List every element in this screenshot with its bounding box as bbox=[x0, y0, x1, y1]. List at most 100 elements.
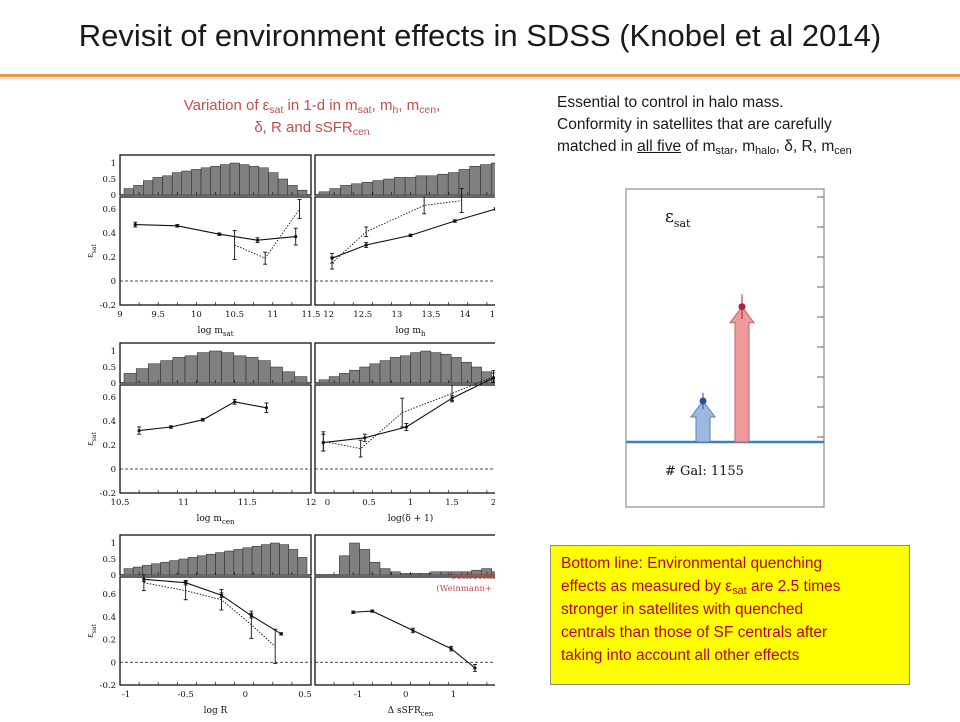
histogram-bar bbox=[440, 353, 452, 384]
histogram-bar bbox=[270, 366, 283, 384]
galaxy-count-legend: # Gal: 1155 bbox=[665, 464, 744, 479]
eps-sat-axis-label: εsat bbox=[86, 624, 98, 638]
histogram-bar bbox=[282, 371, 296, 384]
quenched-centrals-point bbox=[738, 303, 746, 311]
histogram-bar bbox=[224, 550, 235, 576]
y-tick-label: 0.4 bbox=[102, 229, 116, 239]
y-tick-label: 0.6 bbox=[102, 590, 116, 600]
histogram-bar bbox=[200, 167, 211, 196]
histogram-bar bbox=[359, 366, 371, 384]
hist-y-tick-label: 0 bbox=[111, 379, 116, 389]
histogram-bar bbox=[233, 355, 247, 384]
histogram-bar bbox=[258, 167, 269, 196]
x-tick-label: 14.5 bbox=[490, 310, 495, 320]
x-tick-label: 1 bbox=[451, 690, 456, 700]
eps-sat-axis-label: εsat bbox=[86, 432, 98, 446]
histogram-bar bbox=[447, 172, 460, 196]
histogram-bar bbox=[160, 561, 170, 576]
histogram-bar bbox=[471, 366, 482, 384]
histogram-bar bbox=[379, 360, 391, 384]
title-rule-shadow bbox=[0, 78, 960, 79]
histogram-bar bbox=[339, 555, 350, 576]
histogram-bar bbox=[209, 350, 222, 384]
histogram-bar bbox=[123, 568, 134, 576]
histogram-bar bbox=[221, 352, 235, 384]
data-point bbox=[363, 436, 367, 440]
histogram-bar bbox=[196, 352, 210, 384]
eps-sat-axis-label: εsat bbox=[86, 244, 98, 258]
y-tick-label: 0 bbox=[111, 658, 116, 668]
underlined-phrase: all five bbox=[637, 138, 682, 155]
multi-panel-figure: 1 0.5 0 0.6 0.4 0.2 0 -0.2 εsat 9 9.5 10 10.5 11 11.5 l… bbox=[83, 135, 520, 718]
histogram-bar bbox=[143, 180, 154, 196]
x-tick-label: 0 bbox=[403, 690, 408, 700]
hist-y-tick-label: 0.5 bbox=[102, 175, 116, 185]
histogram-bar bbox=[297, 189, 308, 196]
dotted-series-line bbox=[323, 376, 494, 450]
x-tick-label: 11.5 bbox=[302, 310, 321, 320]
histogram-bar bbox=[430, 352, 442, 384]
histogram-bar bbox=[287, 185, 298, 196]
bottom-line-box: Bottom line: Environmental quenching eff… bbox=[550, 545, 910, 685]
histogram-bar bbox=[187, 557, 198, 576]
histogram-bar bbox=[233, 549, 244, 576]
bottom-line-line5: taking into account all other effects bbox=[561, 647, 800, 664]
data-point bbox=[473, 666, 477, 670]
panel-R: 1 0.5 0 0.6 0.4 0.2 0 -0.2 εsat -1 -0.5 0 0.5 log R bbox=[86, 534, 312, 716]
hist-y-tick-label: 0.5 bbox=[102, 555, 116, 565]
histogram-bar bbox=[297, 557, 308, 576]
y-tick-label: 0.6 bbox=[102, 393, 116, 403]
data-point bbox=[364, 243, 368, 247]
y-tick-label: 0 bbox=[111, 465, 116, 475]
halo-mass-note: Essential to control in halo mass. Confo… bbox=[557, 92, 957, 158]
data-point bbox=[370, 609, 374, 613]
data-point bbox=[411, 628, 415, 633]
histogram-bar bbox=[178, 558, 189, 576]
x-tick-label: 11 bbox=[178, 498, 189, 508]
x-tick-label: 11.5 bbox=[238, 498, 257, 508]
x-tick-label: 0 bbox=[243, 690, 248, 700]
histogram-bar bbox=[215, 552, 225, 576]
x-tick-label: 14 bbox=[460, 310, 471, 320]
histogram-bar bbox=[123, 373, 137, 384]
histogram-bar bbox=[369, 561, 381, 576]
y-tick-label: 0.4 bbox=[102, 613, 116, 623]
x-tick-label: 1 bbox=[408, 498, 413, 508]
x-axis-label: log msat bbox=[197, 326, 233, 338]
hist-y-tick-label: 0 bbox=[111, 571, 116, 581]
histogram-bar bbox=[133, 185, 144, 196]
x-tick-label: 13 bbox=[391, 310, 402, 320]
y-tick-label: -0.2 bbox=[100, 301, 116, 311]
x-tick-label: 12.5 bbox=[353, 310, 372, 320]
histogram-bar bbox=[148, 363, 161, 384]
sf-centrals-point bbox=[699, 397, 707, 405]
x-tick-label: 13.5 bbox=[421, 310, 440, 320]
x-tick-label: 10.5 bbox=[111, 498, 130, 508]
solid-series-line bbox=[139, 401, 267, 432]
histogram-bar bbox=[394, 177, 406, 196]
histogram-bar bbox=[132, 566, 143, 576]
histogram-bar bbox=[210, 165, 221, 196]
figure-caption-line1: Variation of εsat in 1-d in msat, mh, mc… bbox=[183, 97, 441, 116]
histogram-bar bbox=[361, 181, 374, 196]
histogram-bar bbox=[469, 165, 481, 196]
halo-mass-note-line3: matched in all five of mstar, mhalo, δ, … bbox=[557, 138, 852, 157]
histogram-bar bbox=[160, 360, 174, 384]
histogram-bar bbox=[349, 369, 360, 384]
histogram-bar bbox=[162, 175, 173, 196]
histogram-bar bbox=[340, 185, 352, 196]
histogram-bar bbox=[490, 162, 503, 196]
bottom-line-line1: Bottom line: Environmental quenching bbox=[561, 555, 823, 572]
histogram-bar bbox=[349, 542, 360, 576]
hist-y-tick-label: 0.5 bbox=[102, 363, 116, 373]
bottom-line-line4: centrals than those of SF centrals after bbox=[561, 624, 828, 641]
solid-series-line bbox=[331, 208, 496, 259]
histogram-bar bbox=[426, 175, 438, 196]
x-axis-label: Δ sSFRcen bbox=[388, 706, 434, 717]
histogram-bar bbox=[181, 170, 192, 196]
histogram-bar bbox=[288, 549, 299, 576]
histogram-bar bbox=[339, 373, 350, 384]
data-point bbox=[169, 425, 173, 429]
solid-series-line bbox=[143, 578, 282, 635]
